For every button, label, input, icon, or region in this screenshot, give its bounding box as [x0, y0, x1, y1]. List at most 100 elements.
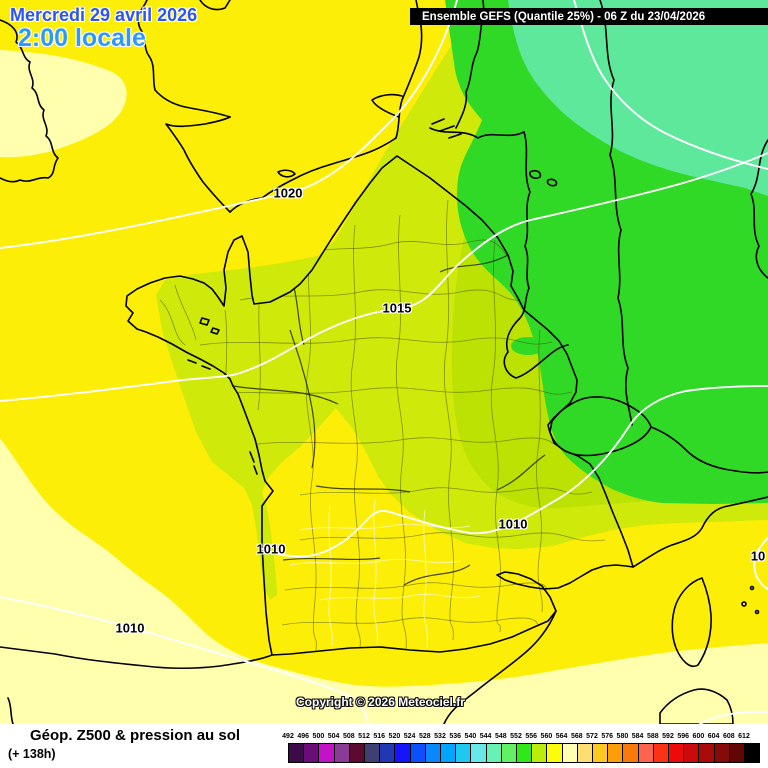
belgium-north-border: [429, 127, 525, 139]
scale-tick-label: 608: [722, 733, 735, 740]
scale-tick-label: 568: [570, 733, 583, 740]
scale-tick-label: 612: [738, 733, 750, 740]
scale-color-box: [683, 743, 700, 763]
swiss-italy-border: [650, 426, 768, 474]
isobar-topright: [573, 0, 768, 170]
scale-tick-label: 564: [555, 733, 568, 740]
corsica-coast: [671, 577, 712, 667]
scale-color-box: [394, 743, 411, 763]
scale-color-box: [652, 743, 669, 763]
map-canvas: [0, 0, 768, 724]
scale-color-box: [485, 743, 502, 763]
scale-color-box: [561, 743, 578, 763]
scale-tick-label: 528: [418, 733, 431, 740]
scale-tick-label: 516: [373, 733, 386, 740]
scale-color-box: [713, 743, 730, 763]
scale-color-box: [409, 743, 426, 763]
scale-color-box: [622, 743, 639, 763]
scale-tick-label: 520: [388, 733, 401, 740]
scale-color-box: [424, 743, 441, 763]
field-green-spot: [511, 337, 545, 355]
scale-color-box: [546, 743, 563, 763]
england-east-coast: [395, 0, 423, 139]
isobar-1020: [0, 0, 458, 249]
scale-color-box: [728, 743, 745, 763]
field-cream-bottom: [0, 438, 768, 724]
scale-color-box: [455, 743, 472, 763]
brittany-islets: [187, 359, 258, 475]
scale-color-box: [379, 743, 396, 763]
isobar-1010-southwest: [0, 596, 369, 724]
field-mint: [508, 0, 768, 196]
scale-color-box: [531, 743, 548, 763]
scale-tick-label: 508: [342, 733, 355, 740]
italy-coast: [632, 496, 768, 568]
sardinia-coast: [659, 688, 734, 724]
scale-tick-label: 496: [297, 733, 310, 740]
scale-tick-label: 548: [494, 733, 507, 740]
isobar-1015: [0, 152, 768, 402]
delta-islands: [431, 118, 462, 139]
scale-color-box: [470, 743, 487, 763]
scale-tick-label: 588: [646, 733, 659, 740]
tuscan-islet: [741, 601, 747, 607]
netherlands-coast: [455, 0, 485, 129]
scale-color-box: [516, 743, 533, 763]
scale-color-box: [333, 743, 350, 763]
scale-color-box: [318, 743, 335, 763]
scale-color-box: [698, 743, 715, 763]
scale-color-box: [668, 743, 685, 763]
footer-strip: Géop. Z500 & pression au sol (+ 138h) 49…: [0, 724, 768, 768]
ireland-coast: [0, 19, 59, 183]
scale-color-box: [288, 743, 305, 763]
scale-tick-label: 592: [662, 733, 674, 740]
scale-tick-label: 492: [282, 733, 294, 740]
scale-tick-label: 544: [479, 733, 492, 740]
scale-tick-label: 504: [327, 733, 340, 740]
scale-color-box: [440, 743, 457, 763]
tuscan-islet3: [749, 585, 755, 591]
scale-tick-label: 512: [358, 733, 370, 740]
isobar-contours: [0, 0, 768, 724]
scale-color-box: [637, 743, 654, 763]
forecast-lead-time: (+ 138h): [8, 747, 56, 761]
scale-color-box: [576, 743, 593, 763]
scale-color-box: [303, 743, 320, 763]
scale-tick-label: 500: [312, 733, 325, 740]
scale-tick-label: 576: [601, 733, 614, 740]
scale-tick-label: 604: [707, 733, 720, 740]
z500-field: [0, 0, 768, 724]
isobar-sardinia: [699, 710, 768, 724]
thames-estuary: [371, 93, 403, 118]
isle-of-wight: [277, 169, 296, 178]
scale-tick-label: 560: [540, 733, 553, 740]
spain-med-coast: [443, 610, 557, 724]
department-borders: [159, 199, 606, 651]
scale-color-box: [364, 743, 381, 763]
scale-tick-label: 584: [631, 733, 644, 740]
model-run-title: Ensemble GEFS (Quantile 25%) - 06 Z du 2…: [422, 10, 706, 23]
copyright-text: Copyright © 2026 Meteociel.fr: [296, 695, 465, 709]
weather-map: 1020 1015 1010 1010 1010 10 Copyright © 2026 …: [0, 0, 768, 724]
cornwall-north-coast: [165, 116, 231, 213]
spain-inland-line: [7, 697, 14, 724]
lake-shapes: [529, 170, 558, 187]
scale-tick-label: 600: [692, 733, 705, 740]
scale-color-box: [607, 743, 624, 763]
parameter-title: Géop. Z500 & pression au sol: [30, 727, 241, 744]
scale-color-box: [744, 743, 761, 763]
scale-tick-label: 552: [510, 733, 522, 740]
scale-tick-label: 524: [403, 733, 416, 740]
scale-tick-label: 540: [464, 733, 477, 740]
isobar-1010-main: [262, 385, 768, 558]
isobar-right-edge: [753, 537, 768, 590]
scale-tick-label: 596: [677, 733, 690, 740]
scale-tick-label: 572: [586, 733, 598, 740]
scale-color-box: [592, 743, 609, 763]
germany-west-border: [503, 131, 569, 379]
scale-tick-label: 532: [434, 733, 446, 740]
germany-east-border: [599, 0, 633, 426]
tuscan-islet2: [754, 609, 760, 615]
scale-tick-label: 536: [449, 733, 462, 740]
